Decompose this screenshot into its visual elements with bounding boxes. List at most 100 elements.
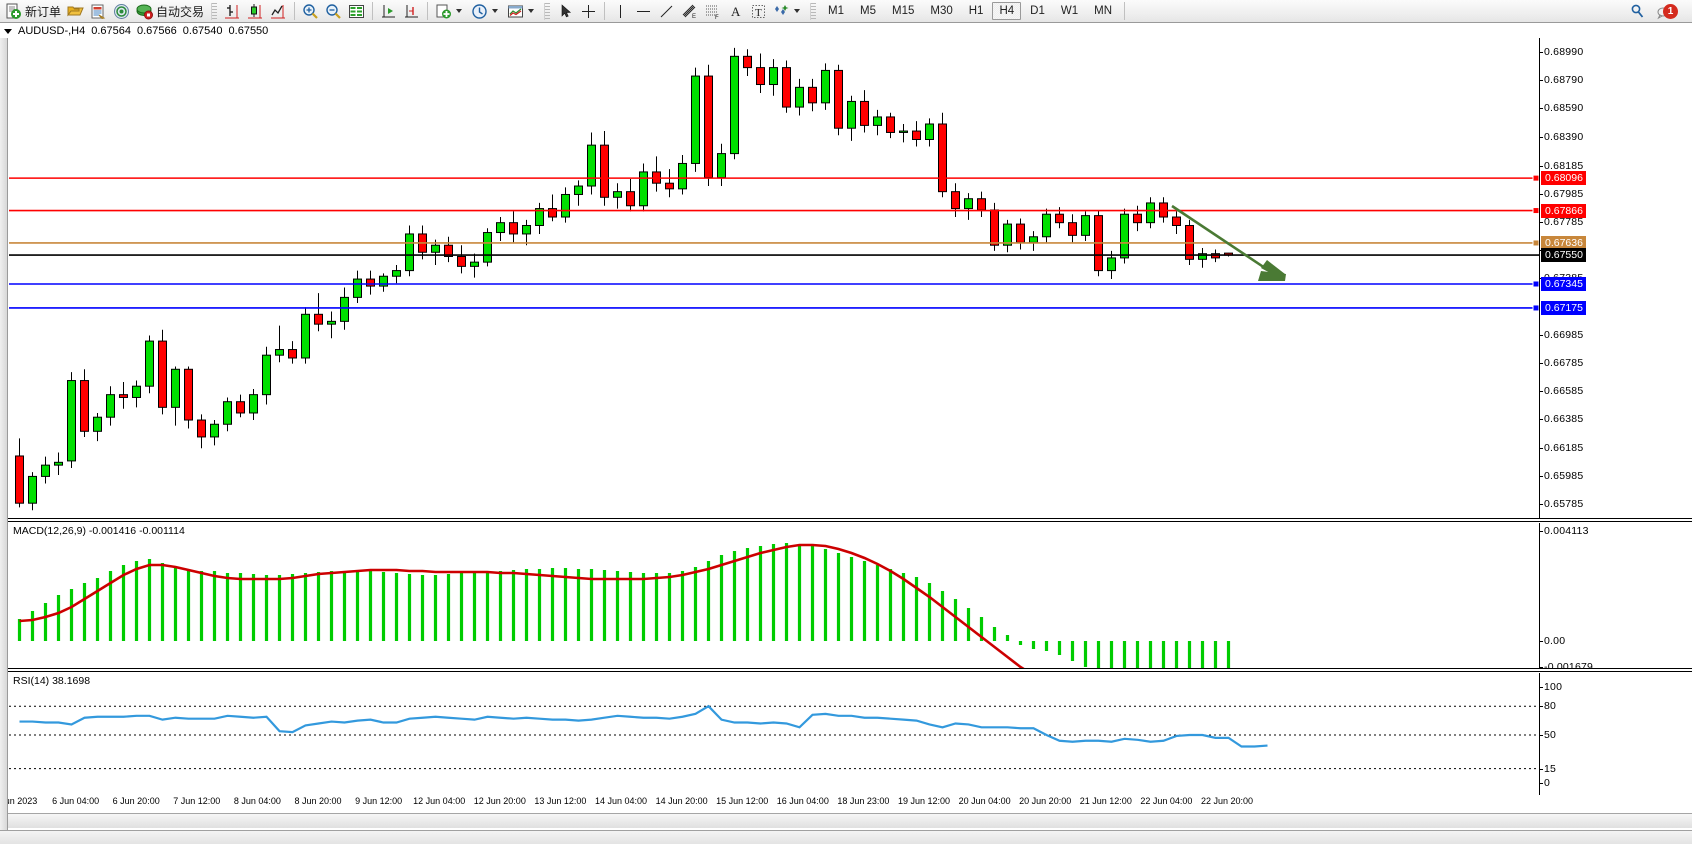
pane-separator-macd[interactable] — [1, 518, 1692, 522]
symbol-info-bar: AUDUSD-,H4 0.67564 0.67566 0.67540 0.675… — [0, 24, 1692, 38]
price-level-label-support-2[interactable]: 0.67175 — [1541, 300, 1586, 315]
ohlc-open: 0.67564 — [91, 25, 131, 37]
toolbar-grip-2[interactable] — [544, 2, 551, 20]
toolbar-grip-1[interactable] — [211, 2, 218, 20]
time-tick-label: 20 Jun 20:00 — [1019, 796, 1072, 806]
chart-left-scrollbar[interactable] — [0, 38, 8, 830]
price-level-label-last-price[interactable]: 0.67550 — [1541, 248, 1586, 263]
price-level-lines — [9, 174, 1539, 312]
timeframe-h4[interactable]: H4 — [992, 2, 1022, 20]
zoom-in-button[interactable] — [299, 1, 322, 22]
rsi-pane[interactable]: RSI(14) 38.1698 — [9, 673, 1539, 795]
fibonacci-button[interactable]: F — [701, 1, 724, 22]
line-chart-button[interactable] — [267, 1, 290, 22]
data-window-icon — [348, 3, 365, 20]
time-tick-label: 8 Jun 20:00 — [294, 796, 342, 806]
objects-button[interactable] — [770, 1, 806, 22]
rsi-axis[interactable]: 100 80 50 15 0 — [1539, 673, 1692, 795]
hline-button[interactable] — [632, 1, 655, 22]
crosshair-button[interactable] — [577, 1, 600, 22]
template-button[interactable] — [504, 1, 540, 22]
price-pane[interactable] — [9, 38, 1539, 518]
price-tick-label: 0.66385 — [1539, 413, 1584, 426]
time-tick-label: 12 Jun 04:00 — [413, 796, 466, 806]
down-trend-arrow[interactable] — [9, 38, 1539, 518]
toolbar-separator-2 — [372, 2, 374, 20]
add-indicator-button[interactable] — [432, 1, 468, 22]
ohlc-high: 0.67566 — [137, 25, 177, 37]
open-data-button[interactable] — [87, 1, 110, 22]
price-level-label-pivot[interactable]: 0.67636 — [1541, 235, 1586, 250]
price-tick-label: 0.68390 — [1539, 130, 1584, 143]
ohlc-close: 0.67550 — [228, 25, 269, 37]
auto-trading-button[interactable]: 自动交易 — [133, 1, 207, 22]
time-tick-label: 20 Jun 04:00 — [958, 796, 1011, 806]
time-tick-label: 19 Jun 12:00 — [897, 796, 951, 806]
folder-button[interactable] — [64, 1, 87, 22]
chart-container[interactable]: 0.68990 0.68790 0.68590 0.68390 0.68185 0.679… — [0, 38, 1692, 830]
macd-pane[interactable]: MACD(12,26,9) -0.001416 -0.001114 — [9, 523, 1539, 668]
price-level-label-resistance-2[interactable]: 0.67866 — [1541, 203, 1586, 218]
shift-end-button[interactable] — [400, 1, 423, 22]
pane-separator-rsi[interactable] — [1, 668, 1692, 672]
chevron-down-icon[interactable] — [456, 9, 463, 13]
chevron-down-icon[interactable] — [492, 9, 499, 13]
new-order-button[interactable]: 新订单 — [2, 1, 64, 22]
time-tick-label: 6 Jun 20:00 — [112, 796, 160, 806]
rsi-tick-label: 80 — [1539, 700, 1557, 713]
signal-icon — [113, 3, 130, 20]
search-icon[interactable] — [1629, 3, 1646, 20]
alerts-count-badge: 1 — [1663, 3, 1678, 19]
svg-text:F: F — [715, 15, 719, 20]
time-tick-label: 9 Jun 12:00 — [355, 796, 403, 806]
data-window-button[interactable] — [345, 1, 368, 22]
bar-chart-button[interactable] — [221, 1, 244, 22]
chevron-down-icon[interactable] — [794, 9, 801, 13]
cursor-button[interactable] — [554, 1, 577, 22]
time-tick-label: 21 Jun 12:00 — [1079, 796, 1132, 806]
timeframe-m5[interactable]: M5 — [860, 5, 876, 17]
timeframe-w1[interactable]: W1 — [1060, 5, 1079, 17]
timeframe-m1[interactable]: M1 — [828, 5, 845, 17]
timeframe-h1[interactable]: H1 — [968, 5, 984, 17]
price-axis[interactable]: 0.68990 0.68790 0.68590 0.68390 0.68185 0.679… — [1539, 38, 1692, 518]
price-tick-label: 0.68590 — [1539, 102, 1584, 115]
period-button[interactable] — [468, 1, 504, 22]
timeframe-m30[interactable]: M30 — [930, 5, 953, 17]
time-tick-label: 7 Jun 12:00 — [173, 796, 221, 806]
signal-button[interactable] — [110, 1, 133, 22]
auto-trading-label: 自动交易 — [156, 4, 205, 19]
chevron-down-icon[interactable] — [528, 9, 535, 13]
price-level-label-support-1[interactable]: 0.67345 — [1541, 276, 1586, 291]
candlestick-series — [15, 47, 1233, 511]
add-indicator-icon — [435, 3, 452, 20]
price-level-label-resistance-1[interactable]: 0.68096 — [1541, 171, 1586, 186]
text-button[interactable]: A — [724, 1, 747, 22]
timeframe-mn[interactable]: MN — [1094, 5, 1112, 17]
timeframe-d1[interactable]: D1 — [1030, 5, 1045, 17]
shift-start-button[interactable] — [377, 1, 400, 22]
zoom-out-button[interactable] — [322, 1, 345, 22]
candlestick-button[interactable] — [244, 1, 267, 22]
toolbar-grip-3[interactable] — [810, 2, 817, 20]
alerts-icon[interactable]: 1 — [1656, 3, 1682, 20]
trendline-button[interactable] — [655, 1, 678, 22]
time-axis[interactable]: 5 Jun 2023 6 Jun 04:00 6 Jun 20:00 7 Jun 12… — [0, 795, 1692, 811]
toolbar-separator-4 — [604, 2, 606, 20]
crosshair-icon — [580, 3, 597, 20]
shift-end-icon — [403, 3, 420, 20]
fibonacci-icon: F — [704, 3, 721, 21]
folder-icon — [67, 3, 84, 20]
rsi-series — [9, 704, 1539, 770]
macd-axis[interactable]: 0.004113 0.00 -0.001679 — [1539, 523, 1692, 673]
shift-start-icon — [380, 3, 397, 20]
timeframe-m15[interactable]: M15 — [892, 5, 915, 17]
equidistant-channel-button[interactable]: E — [678, 1, 701, 22]
label-button[interactable]: T — [747, 1, 770, 22]
price-tick-label: 0.68185 — [1539, 159, 1584, 172]
toolbar-separator-3 — [427, 2, 429, 20]
chart-horizontal-scrollbar[interactable] — [1, 813, 1692, 828]
vline-button[interactable] — [609, 1, 632, 22]
chart-menu-icon[interactable] — [4, 28, 12, 34]
price-tick-label: 0.68990 — [1539, 46, 1584, 59]
